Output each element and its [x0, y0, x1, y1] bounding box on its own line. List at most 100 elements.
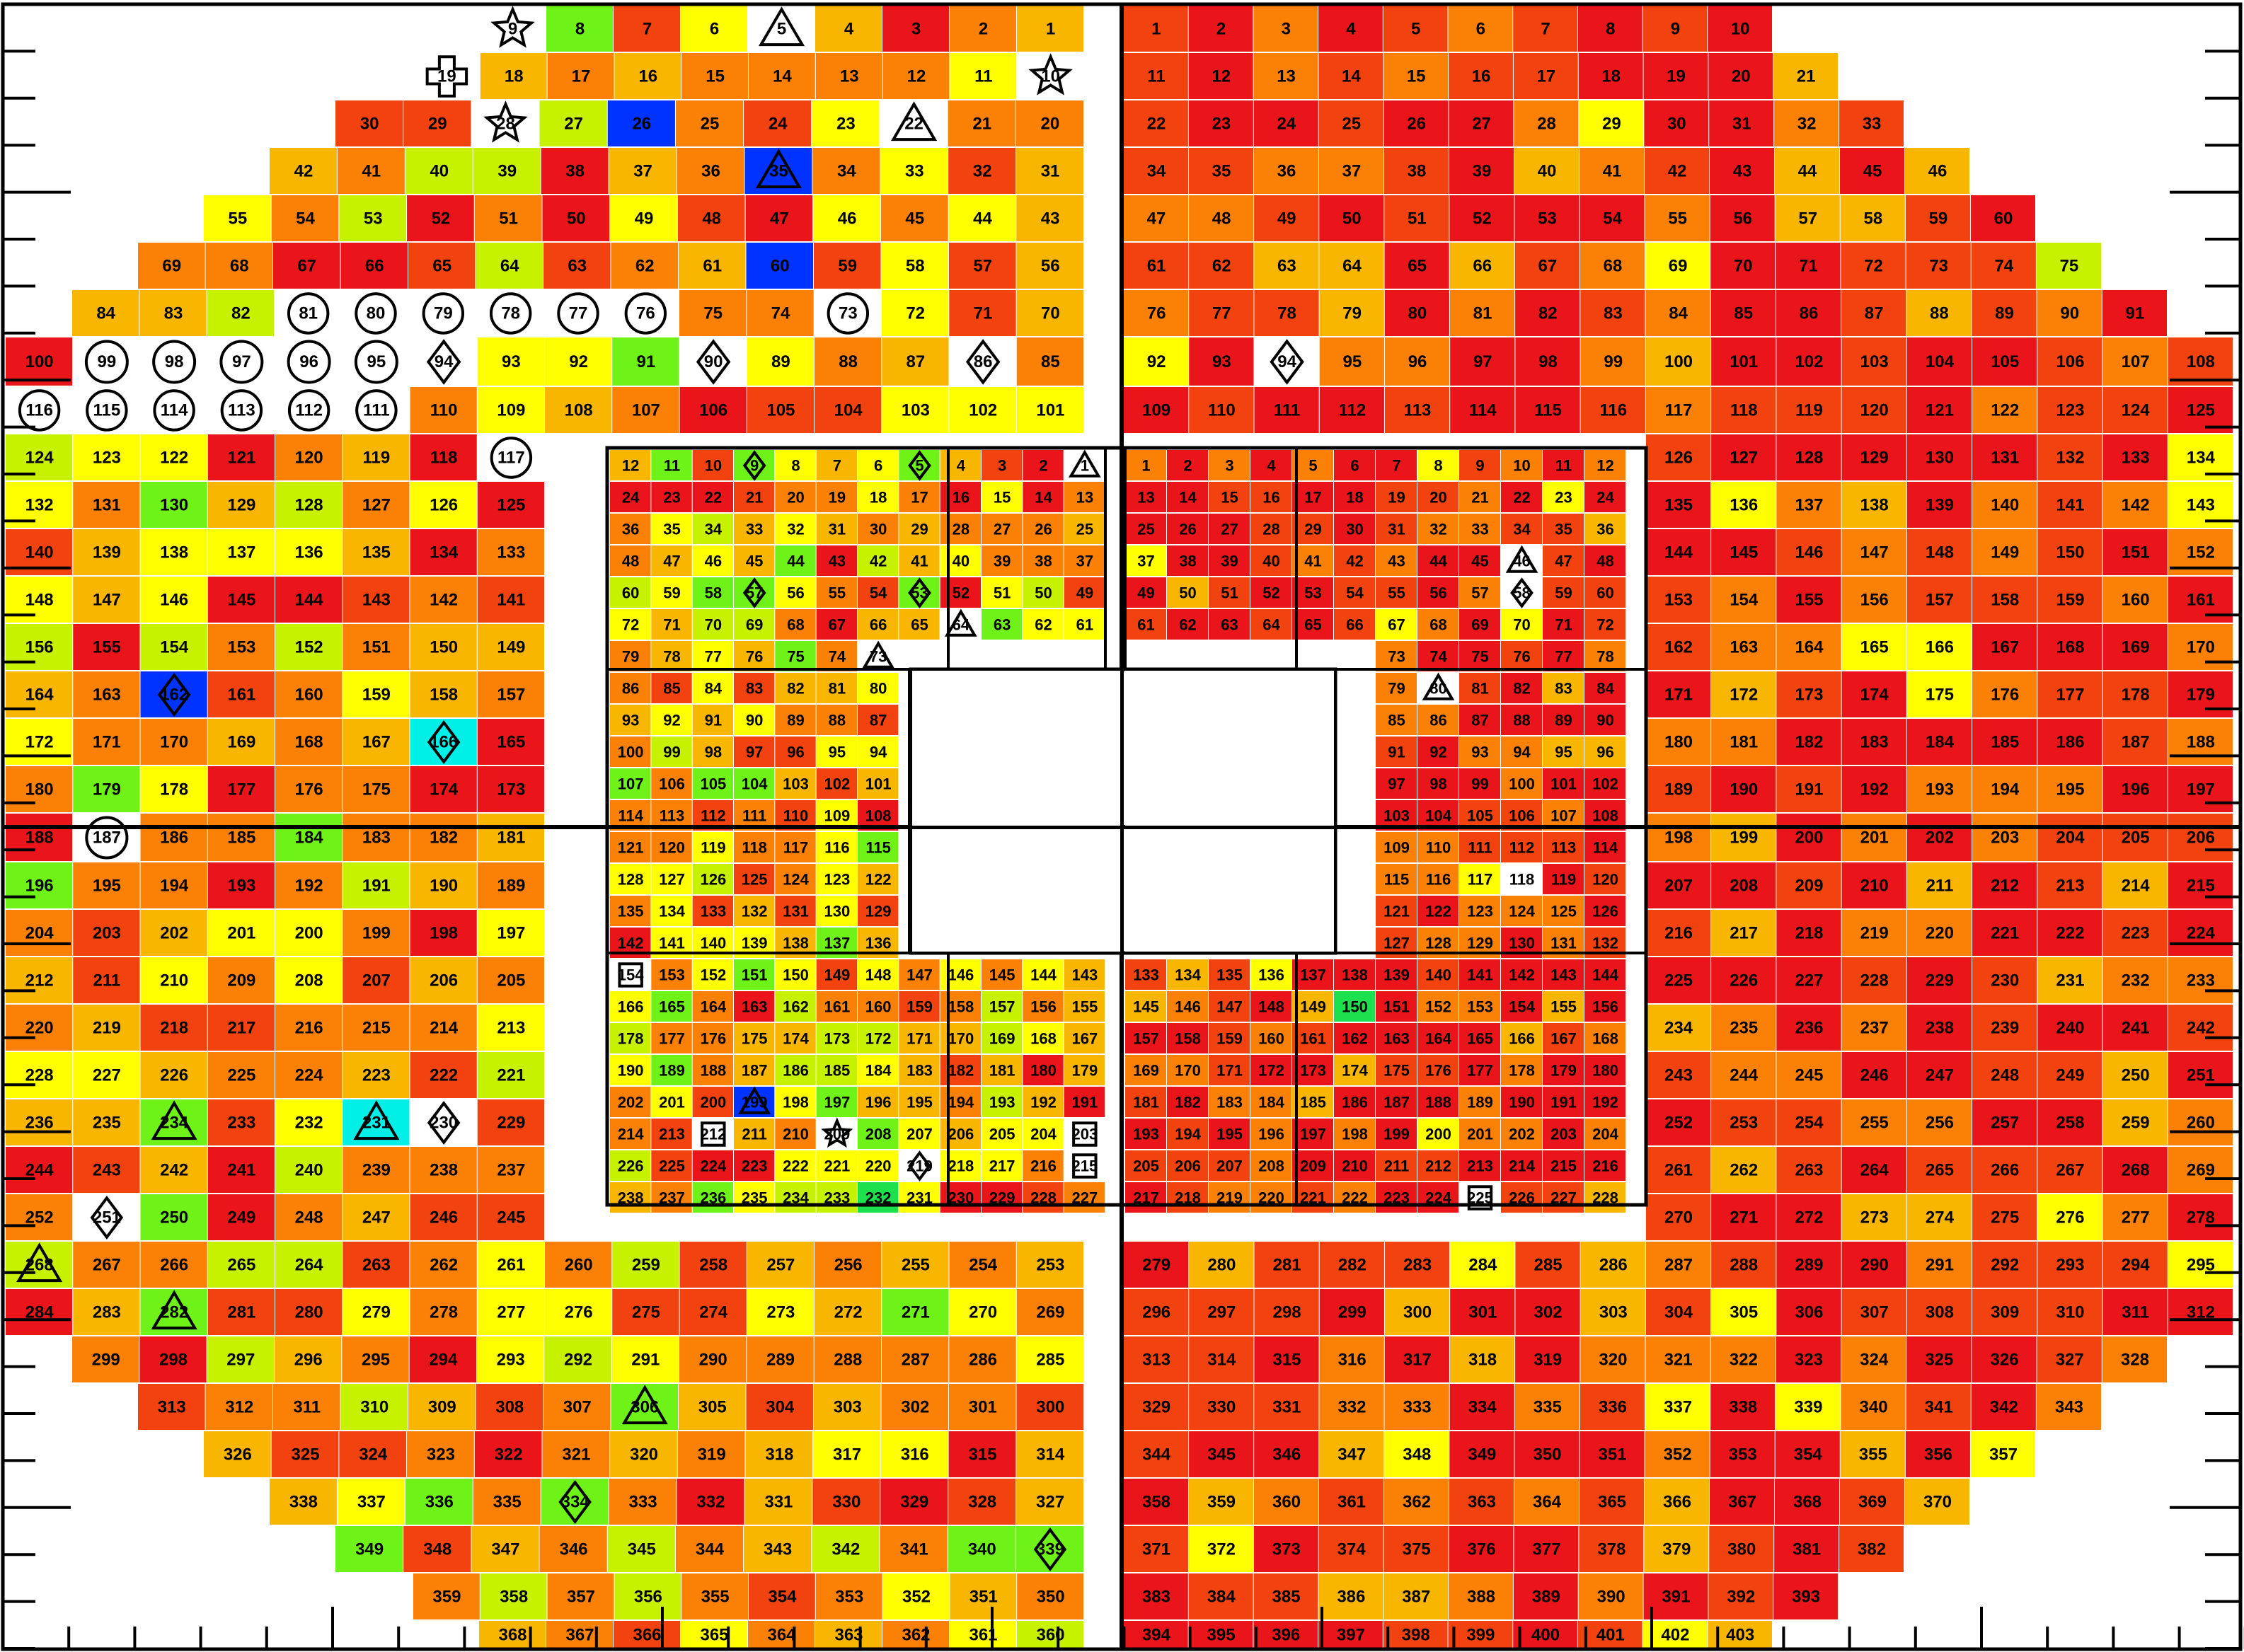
cell-label: 242	[2187, 1019, 2215, 1038]
cell	[882, 1621, 949, 1648]
inner-cell-label: 32	[1429, 521, 1446, 538]
inner-cell-label: 86	[622, 680, 639, 698]
cell-label: 298	[159, 1351, 188, 1370]
cell-label: 160	[2122, 591, 2150, 610]
inner-cell	[651, 514, 692, 544]
cell	[1906, 624, 1972, 670]
cell-label: 312	[225, 1398, 253, 1417]
cell	[1906, 1005, 1972, 1051]
cell	[335, 1526, 403, 1572]
cell-label: 273	[766, 1303, 795, 1322]
cell	[1841, 337, 1906, 386]
cell	[477, 1005, 544, 1051]
cell	[343, 1242, 410, 1288]
cell-label: 75	[2060, 257, 2079, 276]
cell	[1776, 577, 1841, 623]
cell-label: 322	[1730, 1351, 1758, 1370]
cell-label: 313	[1142, 1351, 1170, 1370]
inner-cell	[899, 959, 940, 990]
cell-label: 145	[1730, 543, 1758, 562]
inner-cell-label: 186	[1342, 1094, 1368, 1111]
inner-cell	[1292, 959, 1333, 990]
inner-cell-label: 153	[659, 966, 685, 984]
cell	[73, 1005, 140, 1051]
inner-cell-label: 208	[1258, 1157, 1284, 1175]
inner-cell-label: 164	[700, 998, 726, 1016]
cell-label: 266	[160, 1256, 188, 1275]
cell-label: 172	[1730, 686, 1758, 705]
inner-cell-label: 16	[1262, 489, 1279, 507]
inner-cell	[1292, 1023, 1333, 1053]
cell	[343, 862, 410, 908]
cell	[2102, 1099, 2168, 1145]
inner-cell-label: 2	[1039, 457, 1047, 475]
cell	[547, 53, 614, 99]
cell	[140, 577, 207, 623]
cell-label: 210	[1860, 877, 1889, 896]
cell	[948, 1526, 1015, 1572]
cell	[611, 243, 678, 289]
cell	[812, 148, 880, 194]
inner-cell	[1376, 705, 1417, 735]
cell-label: 371	[1142, 1540, 1170, 1559]
inner-cell	[1501, 482, 1542, 512]
cell-label: 60	[1994, 209, 2013, 229]
inner-cell	[1501, 864, 1542, 894]
inner-cell-label: 168	[1592, 1030, 1618, 1048]
cell	[2102, 1336, 2167, 1382]
inner-cell-label: 29	[1304, 521, 1321, 538]
cell-label: 205	[2122, 828, 2150, 848]
inner-cell	[1459, 609, 1500, 640]
cell-label: 207	[1664, 877, 1693, 896]
cell-label: 403	[1726, 1626, 1754, 1645]
inner-cell-label: 206	[948, 1126, 974, 1143]
cell-label: 93	[502, 352, 521, 371]
circle-marker-icon	[287, 389, 330, 432]
cell-label: 6	[1476, 20, 1485, 39]
inner-cell-label: 140	[700, 935, 726, 952]
circle-marker-icon	[18, 389, 61, 432]
cell	[1906, 529, 1972, 575]
cell-label: 236	[25, 1114, 54, 1133]
inner-cell-label: 10	[1513, 457, 1530, 475]
cell-label: 132	[25, 496, 54, 515]
cell-label: 130	[160, 496, 188, 515]
cell	[6, 1099, 73, 1145]
cell-label: 202	[160, 924, 188, 943]
cell-label: 115	[1534, 401, 1562, 420]
cell-label: 184	[295, 828, 324, 848]
cell-label: 102	[969, 401, 997, 420]
cell	[275, 1005, 343, 1051]
cell	[1124, 387, 1189, 433]
cell	[1514, 100, 1579, 146]
cell	[140, 1052, 207, 1098]
cell	[410, 1194, 477, 1240]
cell	[479, 1621, 546, 1648]
cell	[1016, 337, 1083, 386]
cell	[545, 337, 612, 386]
cell	[609, 148, 677, 194]
cell-label: 277	[2122, 1208, 2150, 1228]
inner-cell	[775, 545, 816, 576]
cell-label: 233	[2187, 971, 2215, 990]
cell	[882, 1289, 949, 1335]
inner-cell	[1125, 1119, 1166, 1149]
cell	[1841, 1194, 1906, 1240]
cell-label: 340	[1860, 1398, 1888, 1417]
cell	[609, 1479, 677, 1525]
inner-cell	[651, 959, 692, 990]
inner-cell	[1376, 864, 1417, 894]
cell-label: 212	[25, 971, 54, 990]
cell	[275, 624, 343, 670]
inner-cell-label: 189	[659, 1062, 685, 1080]
cell	[1016, 1336, 1083, 1382]
cell-label: 54	[296, 209, 315, 229]
cell-label: 110	[430, 401, 458, 420]
cell-label: 79	[434, 304, 453, 323]
inner-cell	[1125, 1023, 1166, 1053]
inner-cell-label: 60	[1596, 584, 1613, 602]
cell	[2168, 1242, 2233, 1288]
cell-label: 355	[701, 1588, 730, 1607]
cell	[1906, 766, 1972, 812]
inner-cell	[1417, 1055, 1458, 1085]
